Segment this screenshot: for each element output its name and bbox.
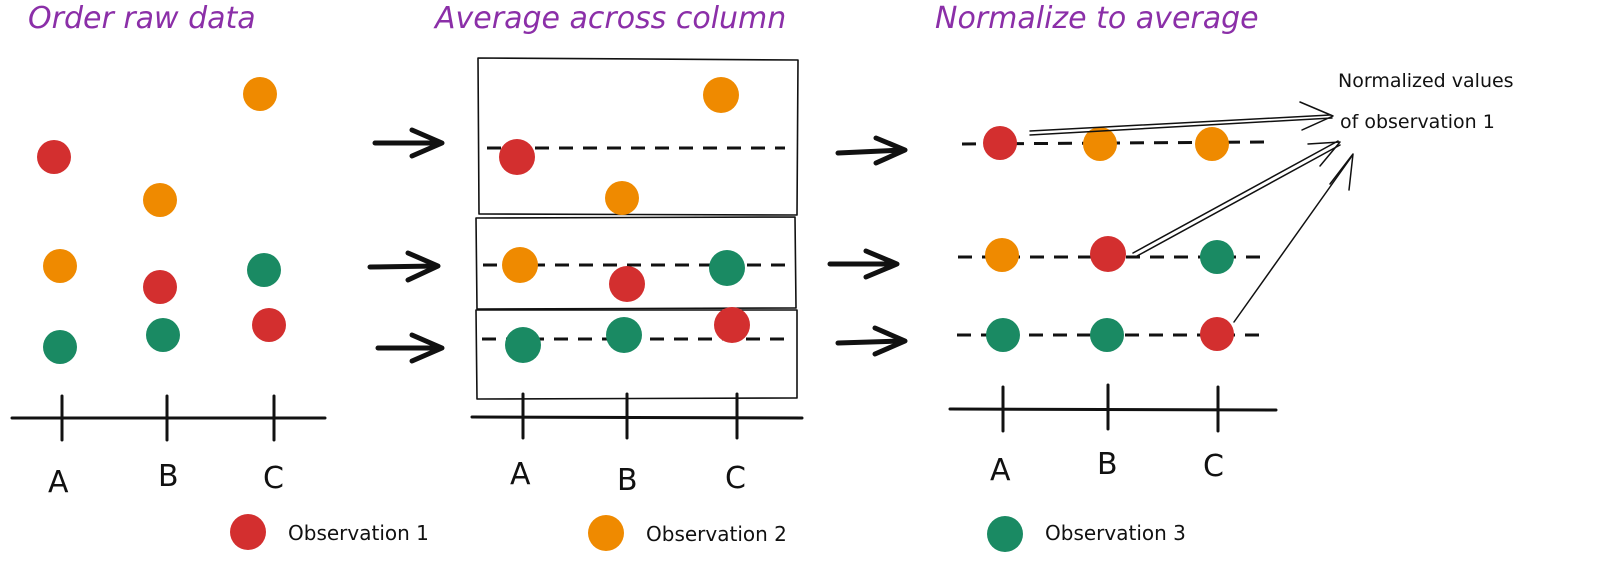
avg-dot-c-obs1 [714,307,750,343]
avg-x-axis [470,415,804,420]
panel-raw-data: A B C [10,77,327,500]
title-normalize-to-average: Normalize to average [935,1,1259,36]
annotation-line-2: of observation 1 [1340,111,1495,133]
raw-dot-b-obs2 [143,183,177,217]
norm-label-a: A [990,453,1011,488]
right-arrow-icon [367,250,441,283]
title-order-raw-data: Order raw data [28,1,256,36]
raw-dot-c-obs3 [247,253,281,287]
norm-dot-a-obs3 [986,318,1020,352]
right-arrow-icon [835,135,908,166]
annotation-arrow-bottom [1233,155,1353,323]
raw-dot-b-obs3 [146,318,180,352]
avg-dot-a-obs3 [505,327,541,363]
avg-dot-b-obs1 [609,266,645,302]
annotation-arrow-middle [1132,140,1339,254]
right-arrow-icon [372,127,445,159]
raw-dot-a-obs1 [37,140,71,174]
avg-label-a: A [510,457,531,492]
norm-dot-c-obs3 [1200,240,1234,274]
row-box-middle [475,216,797,310]
legend-dot-obs3 [987,516,1023,552]
raw-dot-a-obs3 [43,330,77,364]
norm-x-axis [948,407,1278,412]
norm-dot-b-obs3 [1090,318,1124,352]
avg-dot-a-obs1 [499,139,535,175]
norm-label-c: C [1203,449,1224,484]
annotation-arrow-top [1029,114,1331,132]
norm-dot-c-obs1 [1200,317,1234,351]
right-arrow-icon [827,248,900,280]
norm-dot-a-obs1 [983,126,1017,160]
avg-dot-a-obs2 [502,247,538,283]
norm-dot-b-obs2 [1083,127,1117,161]
norm-dot-b-obs1 [1090,236,1126,272]
avg-dot-b-obs3 [606,317,642,353]
norm-dot-c-obs2 [1195,127,1229,161]
raw-dot-b-obs1 [143,270,177,304]
legend-label-obs2: Observation 2 [646,522,787,546]
right-arrow-icon [375,332,445,364]
panel-normalized: A B C [948,126,1278,488]
raw-label-a: A [48,465,69,500]
arrowhead-icon [1299,101,1334,131]
norm-dot-a-obs2 [985,238,1019,272]
title-average-across-column: Average across column [433,1,786,36]
row-box-top [477,57,799,216]
annotation-line-1: Normalized values [1338,70,1514,92]
legend-dot-obs1 [230,514,266,550]
panel-average: A B C [470,57,804,498]
legend-dot-obs2 [588,515,624,551]
raw-dot-c-obs1 [252,308,286,342]
norm-label-b: B [1097,447,1118,482]
right-arrow-icon-group-1 [367,127,445,364]
legend-label-obs1: Observation 1 [288,521,429,545]
row-box-bottom [475,309,798,400]
annotation-arrows [1029,101,1354,323]
avg-label-c: C [725,461,746,496]
avg-label-b: B [617,463,638,498]
avg-dot-c-obs2 [703,77,739,113]
raw-dot-a-obs2 [43,249,77,283]
avg-dot-b-obs2 [605,181,639,215]
raw-dot-c-obs2 [243,77,277,111]
right-arrow-icon-group-2 [827,135,908,357]
right-arrow-icon [835,325,908,357]
arrowhead-icon [1329,153,1354,191]
legend-label-obs3: Observation 3 [1045,521,1186,545]
arrowhead-icon [1307,141,1341,167]
avg-dot-c-obs3 [709,250,745,286]
legend: Observation 1 Observation 2 Observation … [230,514,1186,552]
raw-label-b: B [158,459,179,494]
raw-label-c: C [263,461,284,496]
